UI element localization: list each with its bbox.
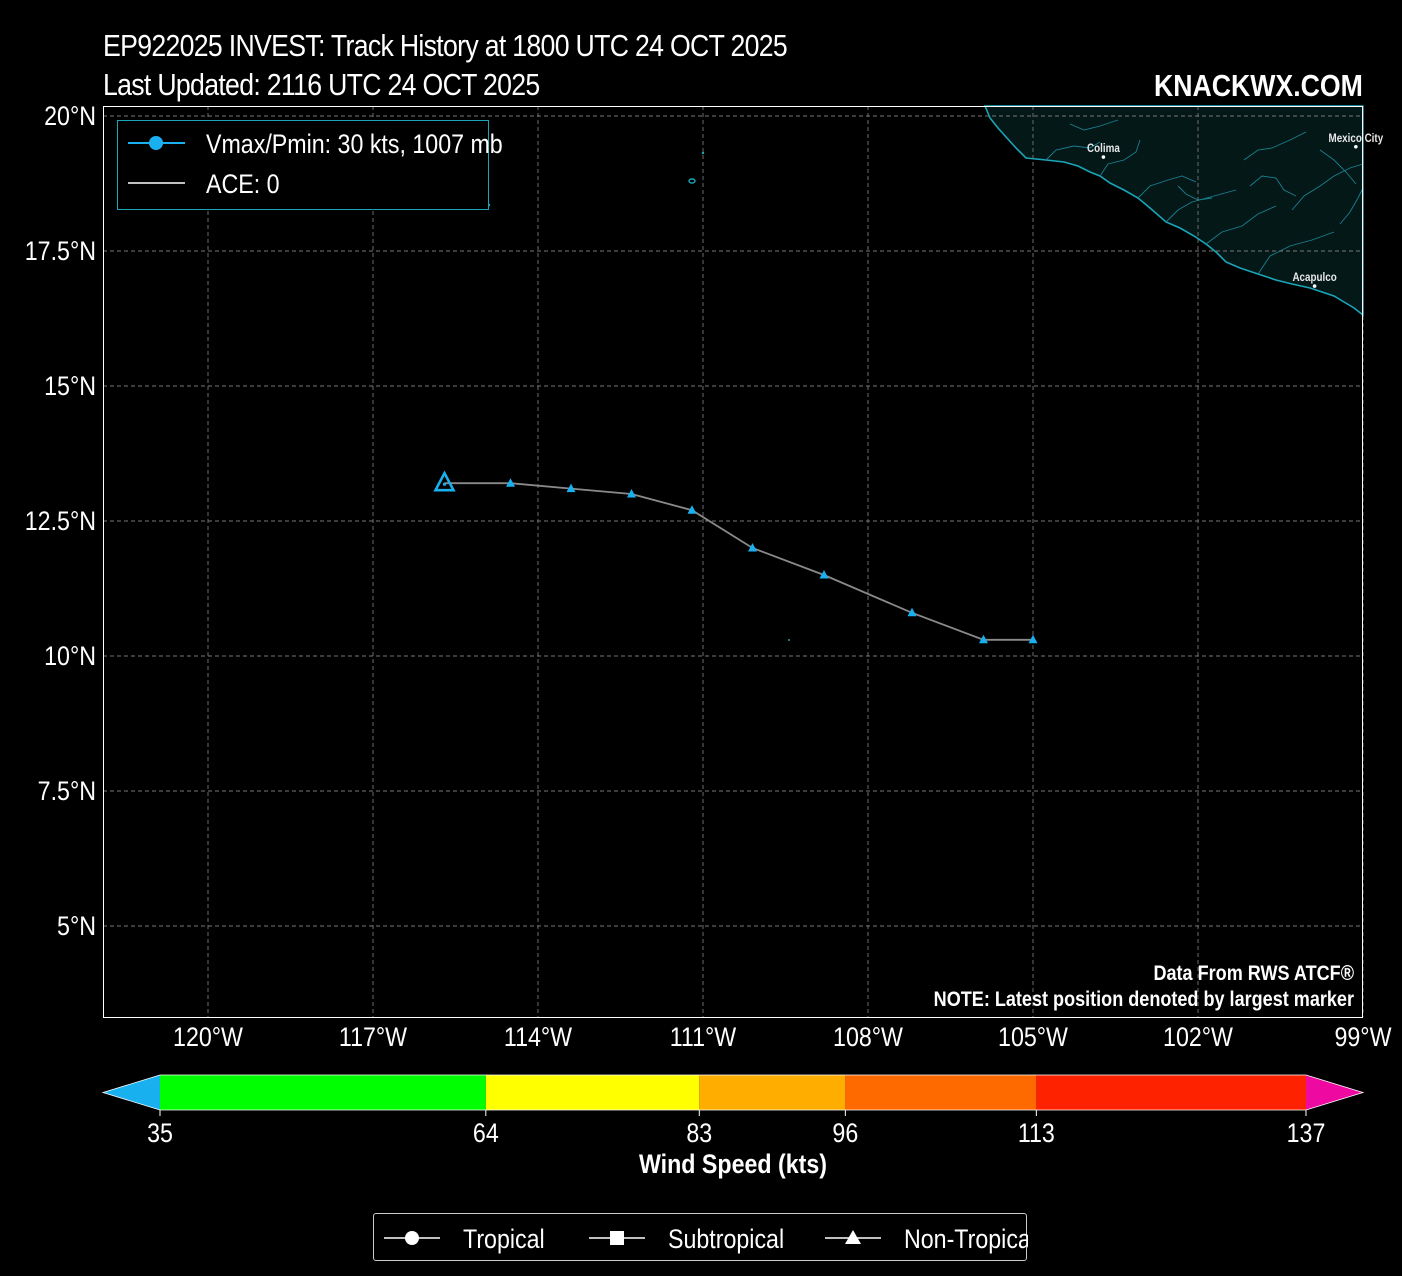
track-point-marker [979, 634, 988, 644]
lon-tick-label: 99°W [1334, 1022, 1391, 1052]
colorbar-tick-label: 35 [147, 1118, 173, 1148]
legend-label-subtropical: Subtropical [668, 1224, 784, 1254]
track-point-marker [687, 505, 697, 514]
lat-tick-label: 5°N [57, 911, 96, 941]
colorbar-tick-label: 64 [473, 1118, 499, 1148]
track-point-marker [1028, 634, 1038, 644]
colorbar-segment [160, 1075, 486, 1110]
legend-item-non-tropical: Non-Tropical [825, 1224, 1028, 1254]
track-point-marker [506, 478, 515, 487]
island [788, 639, 790, 641]
state-borders [1045, 119, 1364, 275]
city-label: Mexico City [1329, 132, 1384, 145]
lat-tick-label: 20°N [44, 101, 96, 131]
lon-tick-label: 114°W [504, 1022, 572, 1052]
legend-label-non-tropical: Non-Tropical [904, 1224, 1028, 1254]
city-dot [1312, 284, 1317, 288]
colorbar-under-arrow [103, 1075, 160, 1110]
circle-marker-icon [405, 1231, 419, 1245]
title-line-1: EP922025 INVEST: Track History at 1800 U… [103, 28, 788, 63]
island [701, 151, 705, 155]
lat-axis-labels: 20°N 17.5°N 15°N 12.5°N 10°N 7.5°N 5°N [25, 101, 96, 941]
land-mexico [487, 105, 1364, 641]
city-label: Acapulco [1292, 271, 1337, 284]
gridlines [103, 106, 1364, 1017]
colorbar-segment [485, 1075, 700, 1110]
lat-tick-label: 10°N [44, 641, 96, 671]
latest-position-marker [433, 470, 456, 492]
legend-label-tropical: Tropical [463, 1224, 545, 1254]
top-legend-box [117, 120, 489, 210]
storm-type-legend: Tropical Subtropical Non-Tropical [373, 1213, 1028, 1261]
track-point-marker [748, 543, 757, 552]
brand-logo-text: KNACKWX.COM [1154, 68, 1363, 103]
vmax-label: Vmax/Pmin: 30 kts, 1007 mb [206, 129, 503, 159]
data-source-note: Data From RWS ATCF® [1153, 962, 1354, 986]
colorbar-over-arrow [1306, 1075, 1363, 1110]
colorbar-tick-label: 96 [832, 1118, 858, 1148]
lon-axis-labels: 120°W 117°W 114°W 111°W 108°W 105°W 102°W 99°W [173, 1022, 1392, 1052]
island [688, 178, 696, 184]
track-layer [433, 470, 1038, 644]
wind-speed-colorbar: 35 64 83 96 113 137 [101, 1074, 1365, 1148]
track-point-marker [566, 483, 576, 493]
lat-tick-label: 12.5°N [25, 506, 96, 536]
track-line [444, 482, 1033, 641]
track-point-marker [819, 570, 829, 579]
triangle-marker-icon [845, 1230, 861, 1244]
lon-tick-label: 102°W [1163, 1022, 1233, 1052]
title-line-2: Last Updated: 2116 UTC 24 OCT 2025 [103, 67, 540, 102]
lon-tick-label: 108°W [833, 1022, 903, 1052]
ace-label: ACE: 0 [206, 169, 280, 199]
vmax-circle-icon [149, 136, 163, 150]
city-dot [1354, 144, 1358, 149]
latest-marker-note: NOTE: Latest position denoted by largest… [934, 988, 1355, 1012]
colorbar-segment [1036, 1075, 1306, 1110]
latest-position-dot [442, 482, 447, 486]
city-dot [1101, 155, 1106, 159]
colorbar-tick-label: 83 [686, 1118, 712, 1148]
colorbar-segment [699, 1075, 846, 1110]
lon-tick-label: 105°W [998, 1022, 1068, 1052]
legend-item-tropical: Tropical [384, 1224, 545, 1254]
colorbar-label: Wind Speed (kts) [639, 1149, 827, 1179]
city-label: Colima [1087, 142, 1121, 155]
track-point-marker [907, 607, 917, 617]
colorbar-tick-label: 113 [1018, 1118, 1055, 1148]
top-legend: Vmax/Pmin: 30 kts, 1007 mb ACE: 0 [117, 120, 503, 210]
lon-tick-label: 120°W [173, 1022, 243, 1052]
track-point-marker [627, 489, 636, 498]
colorbar-tick-label: 137 [1287, 1118, 1326, 1148]
lon-tick-label: 111°W [670, 1022, 737, 1052]
legend-item-subtropical: Subtropical [589, 1224, 784, 1254]
lat-tick-label: 7.5°N [38, 776, 96, 806]
lat-tick-label: 17.5°N [25, 236, 96, 266]
city-layer: Colima Mexico City Acapulco [1087, 132, 1384, 288]
map-frame [103, 106, 1363, 1018]
lon-tick-label: 117°W [339, 1022, 407, 1052]
square-marker-icon [610, 1231, 624, 1245]
lat-tick-label: 15°N [44, 371, 96, 401]
colorbar-segment [845, 1075, 1037, 1110]
